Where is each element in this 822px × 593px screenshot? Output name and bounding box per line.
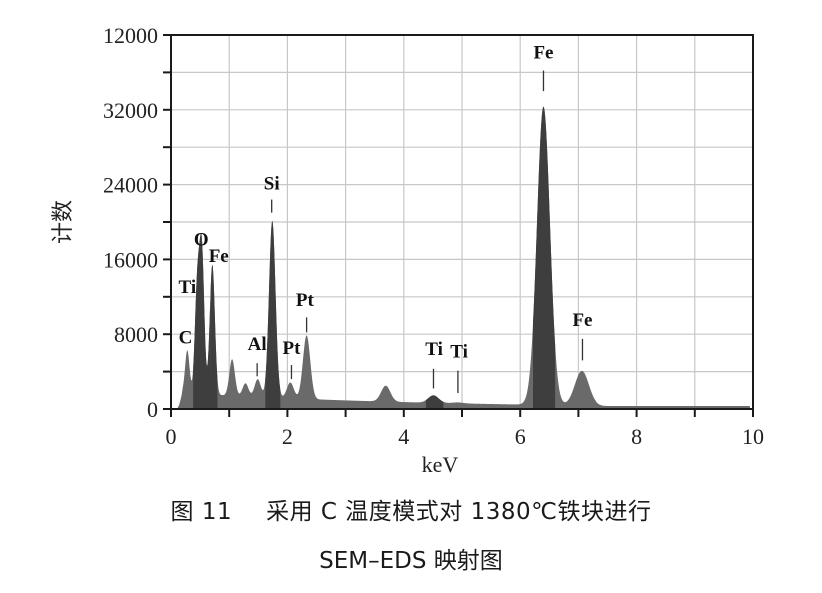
x-tick-label: 6	[515, 424, 526, 449]
y-tick-label: 24000	[103, 173, 158, 198]
y-tick-label: 12000	[103, 23, 158, 48]
x-axis-ticks: 0 2 4 6 8 10	[166, 409, 764, 449]
y-axis-ticks: 0 8000 16000 24000 32000 12000	[103, 23, 171, 422]
peak-label: Fe	[533, 42, 553, 63]
spectrum-area	[177, 106, 751, 410]
x-tick-label: 8	[631, 424, 642, 449]
x-axis-title: keV	[422, 452, 459, 477]
peak-label: C	[179, 328, 193, 349]
y-axis-title: 计数	[50, 200, 75, 244]
peak-label: Ti	[178, 277, 196, 298]
peak-label: Fe	[209, 246, 229, 267]
peak-label: Pt	[296, 290, 315, 311]
y-tick-label: 32000	[103, 98, 158, 123]
x-tick-label: 4	[398, 424, 409, 449]
figure-caption-line2: SEM–EDS 映射图	[0, 541, 822, 575]
y-tick-label: 16000	[103, 247, 158, 272]
peak-label: Ti	[425, 339, 443, 360]
caption-text-1: 采用 C 温度模式对 1380℃铁块进行	[266, 499, 652, 525]
x-tick-label: 0	[166, 424, 177, 449]
x-tick-label: 2	[282, 424, 293, 449]
peak-label: Pt	[283, 338, 302, 359]
figure-number: 图 11	[170, 499, 233, 525]
peak-label: O	[194, 229, 209, 250]
peak-label: Fe	[572, 310, 592, 331]
peak-label: Si	[264, 173, 280, 194]
figure-caption-line1: 图 11 采用 C 温度模式对 1380℃铁块进行	[0, 492, 822, 526]
peak-label: Ti	[450, 342, 468, 363]
caption-text-2: SEM–EDS 映射图	[319, 548, 503, 574]
y-tick-label: 0	[147, 397, 158, 422]
peak-label: Al	[248, 334, 267, 355]
x-tick-label: 10	[742, 424, 764, 449]
y-tick-label: 8000	[114, 322, 158, 347]
